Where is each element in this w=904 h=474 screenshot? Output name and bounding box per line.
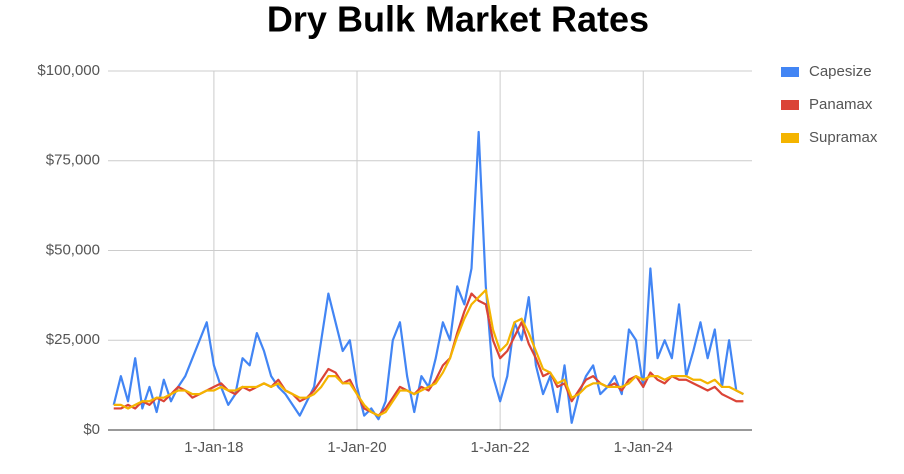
y-tick-label: $50,000 xyxy=(46,241,100,258)
x-tick-label: 1-Jan-24 xyxy=(614,439,673,456)
y-tick-label: $25,000 xyxy=(46,331,100,348)
legend-swatch xyxy=(781,100,799,110)
series-line xyxy=(112,130,744,424)
y-tick-label: $100,000 xyxy=(37,62,100,79)
chart-title: Dry Bulk Market Rates xyxy=(267,0,649,40)
y-tick-label: $75,000 xyxy=(46,152,100,169)
y-tick-label: $0 xyxy=(83,421,100,438)
x-tick-label: 1-Jan-18 xyxy=(184,439,243,456)
legend-label: Panamax xyxy=(809,96,873,113)
x-tick-label: 1-Jan-22 xyxy=(471,439,530,456)
legend-swatch xyxy=(781,133,799,143)
x-tick-label: 1-Jan-20 xyxy=(327,439,386,456)
series-line xyxy=(113,292,744,417)
legend-label: Capesize xyxy=(809,63,872,80)
series-line xyxy=(113,288,744,417)
legend-swatch xyxy=(781,67,799,77)
legend-label: Supramax xyxy=(809,129,878,146)
